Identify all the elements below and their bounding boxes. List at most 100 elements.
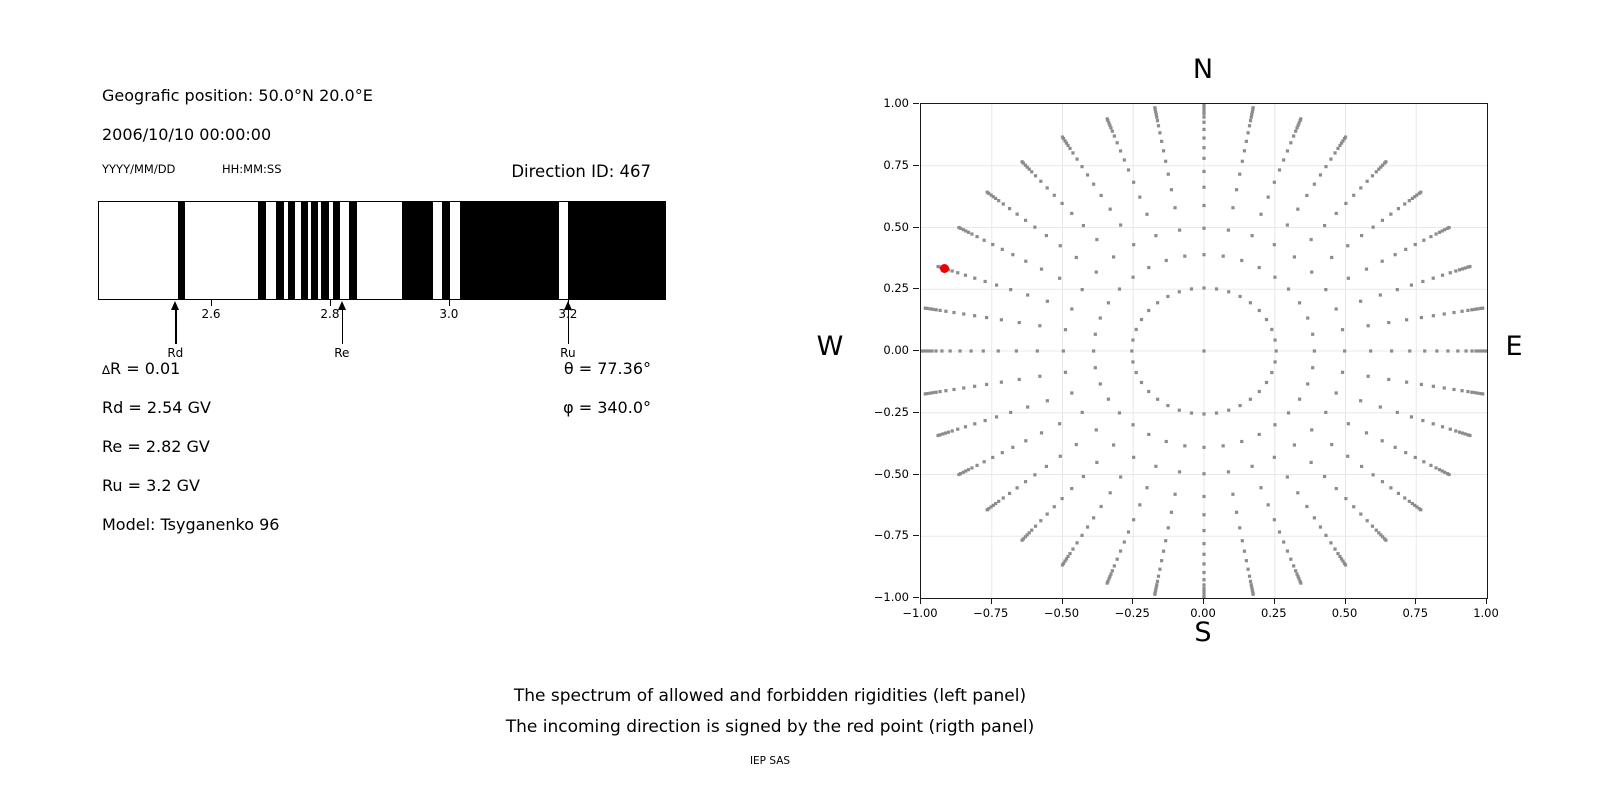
- direction-grid-dot: [997, 199, 1001, 203]
- direction-grid-dot: [1164, 539, 1168, 543]
- direction-grid-dot: [1395, 410, 1399, 415]
- direction-grid-dot: [1039, 179, 1043, 183]
- direction-grid-dot: [1296, 207, 1300, 211]
- direction-grid-dot: [957, 225, 961, 230]
- direction-grid-dot: [1058, 244, 1062, 248]
- direction-grid-dot: [1039, 267, 1044, 271]
- direction-grid-dot: [1442, 386, 1446, 390]
- direction-grid-dot: [1154, 588, 1158, 592]
- direction-grid-dot: [1063, 559, 1067, 563]
- direction-grid-dot: [1107, 121, 1111, 125]
- y-axis-tick-label: −0.75: [873, 528, 909, 543]
- direction-grid-dot: [1312, 349, 1316, 353]
- direction-grid-dot: [1310, 270, 1314, 274]
- direction-grid-dot: [1468, 433, 1472, 438]
- direction-grid-dot: [1443, 470, 1447, 474]
- direction-grid-dot: [1109, 126, 1113, 130]
- direction-grid-dot: [1161, 549, 1166, 553]
- direction-grid-dot: [1407, 199, 1411, 203]
- direction-grid-dot: [1297, 301, 1302, 305]
- direction-grid-dot: [936, 433, 940, 438]
- direction-grid-dot: [1306, 316, 1310, 320]
- direction-grid-dot: [1094, 428, 1098, 432]
- direction-grid-dot: [1108, 491, 1112, 495]
- direction-grid-dot: [1257, 265, 1261, 270]
- direction-grid-dot: [1389, 486, 1393, 490]
- direction-grid-dot: [1447, 225, 1451, 230]
- direction-grid-dot: [1298, 579, 1302, 584]
- direction-grid-dot: [1064, 557, 1069, 561]
- y-axis-tick: [913, 164, 919, 166]
- direction-grid-dot: [950, 269, 954, 273]
- direction-grid-dot: [1074, 442, 1078, 447]
- direction-grid-dot: [1039, 519, 1043, 523]
- direction-grid-dot: [1132, 180, 1136, 184]
- direction-grid-dot: [1264, 380, 1269, 385]
- direction-grid-dot: [943, 431, 948, 435]
- direction-grid-dot: [925, 306, 929, 311]
- direction-grid-dot: [1359, 186, 1363, 190]
- direction-grid-dot: [1139, 317, 1144, 322]
- direction-grid-dot: [956, 271, 960, 275]
- direction-grid-dot: [936, 264, 940, 269]
- spectrum-tick: [448, 300, 451, 306]
- direction-grid-dot: [1421, 418, 1425, 423]
- direction-grid-dot: [1292, 134, 1296, 138]
- direction-grid-dot: [1060, 496, 1064, 501]
- direction-grid-dot: [1122, 158, 1126, 162]
- marker-arrow-head-ru: [563, 301, 572, 310]
- direction-grid-dot: [1340, 328, 1345, 332]
- direction-grid-dot: [1285, 149, 1290, 153]
- direction-grid-dot: [1166, 172, 1170, 176]
- x-axis-tick: [1344, 598, 1346, 604]
- direction-grid-dot: [1020, 160, 1024, 164]
- direction-grid-dot: [1202, 109, 1206, 113]
- direction-grid-dot: [923, 306, 927, 310]
- direction-grid-dot: [1112, 134, 1116, 138]
- direction-grid-dot: [1479, 306, 1483, 311]
- direction-grid-dot: [1081, 223, 1085, 228]
- direction-grid-dot: [1023, 535, 1027, 539]
- direction-grid-dot: [1183, 444, 1187, 448]
- x-axis-tick-label: −0.75: [973, 606, 1009, 620]
- direction-grid-dot: [938, 265, 942, 269]
- direction-grid-dot: [1470, 349, 1474, 353]
- direction-grid-dot: [1448, 271, 1452, 275]
- delta-r-text: ∆R = 0.01: [102, 359, 181, 378]
- direction-grid-dot: [1226, 228, 1231, 232]
- x-axis-tick: [990, 598, 992, 604]
- y-axis-tick-label: 0.00: [883, 343, 909, 357]
- direction-grid-dot: [1272, 518, 1276, 522]
- compass-label-west: W: [816, 331, 844, 362]
- direction-grid-dot: [966, 230, 971, 234]
- y-axis-tick: [913, 597, 919, 599]
- direction-grid-dot: [1340, 370, 1345, 374]
- direction-grid-dot: [944, 309, 948, 313]
- direction-grid-dot: [928, 307, 932, 311]
- direction-grid-dot: [1085, 525, 1090, 529]
- compass-label-north: N: [1192, 54, 1214, 85]
- allowed-band: [460, 202, 559, 299]
- direction-grid-dot: [1249, 115, 1253, 119]
- direction-grid-dot: [1226, 470, 1231, 474]
- caption-line-1: The spectrum of allowed and forbidden ri…: [513, 686, 1027, 706]
- direction-grid-dot: [1318, 173, 1323, 177]
- direction-grid-dot: [1154, 110, 1158, 114]
- direction-grid-dot: [1305, 193, 1309, 198]
- direction-grid-dot: [1305, 504, 1309, 509]
- direction-grid-dot: [1413, 195, 1417, 199]
- direction-grid-dot: [1312, 516, 1316, 520]
- direction-grid-dot: [1026, 293, 1030, 297]
- direction-grid-dot: [1221, 444, 1225, 448]
- allowed-band: [401, 202, 433, 299]
- y-axis-tick: [913, 411, 919, 413]
- direction-grid-dot: [1240, 539, 1244, 543]
- direction-grid-dot: [1410, 501, 1414, 506]
- x-axis-tick-label: −0.25: [1114, 606, 1150, 620]
- direction-grid-dot: [1155, 583, 1159, 587]
- direction-grid-dot: [1371, 225, 1375, 229]
- direction-grid-dot: [1244, 139, 1248, 143]
- direction-grid-dot: [1154, 112, 1158, 117]
- direction-grid-dot: [1421, 279, 1425, 284]
